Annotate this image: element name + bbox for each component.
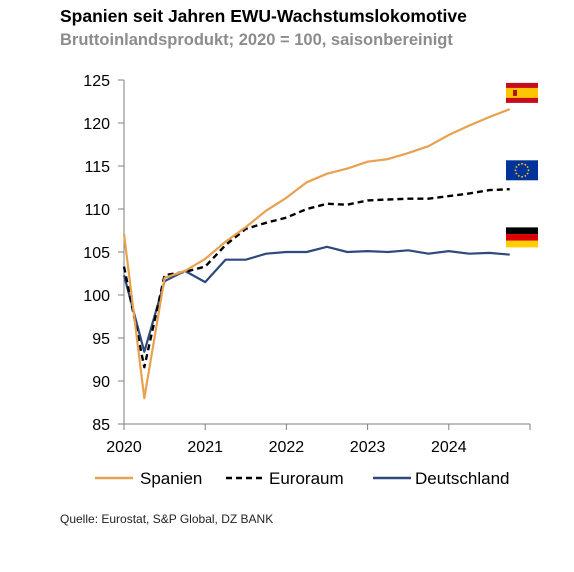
germany-flag-icon [506,227,538,248]
y-tick-label: 105 [83,245,110,262]
chart-title: Spanien seit Jahren EWU-Wachstumslokomot… [60,6,467,26]
spain-flag-icon [506,82,538,103]
series-line-euroraum [122,188,510,369]
y-tick-label: 110 [84,202,110,219]
chart-legend: Spanien Euroraum Deutschland [95,469,510,488]
series-line-spanien [122,108,511,400]
source-note: Quelle: Eurostat, S&P Global, DZ BANK [60,512,274,526]
x-tick-label: 2024 [431,439,467,456]
x-tick-label: 2020 [106,439,142,456]
x-tick-label: 2021 [187,439,223,456]
legend-item-deutschland: Deutschland [373,469,510,488]
legend-item-euroraum: Euroraum [226,469,344,488]
legend-label: Deutschland [415,469,510,488]
x-tick-label: 2023 [350,439,386,456]
y-tick-label: 85 [92,417,110,434]
legend-item-spanien: Spanien [95,469,202,488]
y-tick-label: 125 [83,73,110,90]
x-axis-ticks: 2020 2021 2022 2023 2024 [106,424,531,456]
x-tick-label: 2022 [269,439,305,456]
y-axis-ticks: 85 90 95 100 105 110 115 120 125 [83,73,124,434]
y-tick-label: 120 [83,116,110,133]
legend-label: Spanien [140,469,202,488]
flag-icons [506,82,538,248]
y-tick-label: 90 [92,374,110,391]
y-tick-label: 95 [92,331,110,348]
eu-flag-icon [506,160,538,181]
series-line-deutschland [122,245,510,353]
chart-subtitle: Bruttoinlandsprodukt; 2020 = 100, saison… [60,31,453,49]
series-lines [122,108,511,400]
y-tick-label: 115 [84,159,110,176]
chart-axes [123,80,530,425]
y-tick-label: 100 [83,288,110,305]
legend-label: Euroraum [269,469,344,488]
